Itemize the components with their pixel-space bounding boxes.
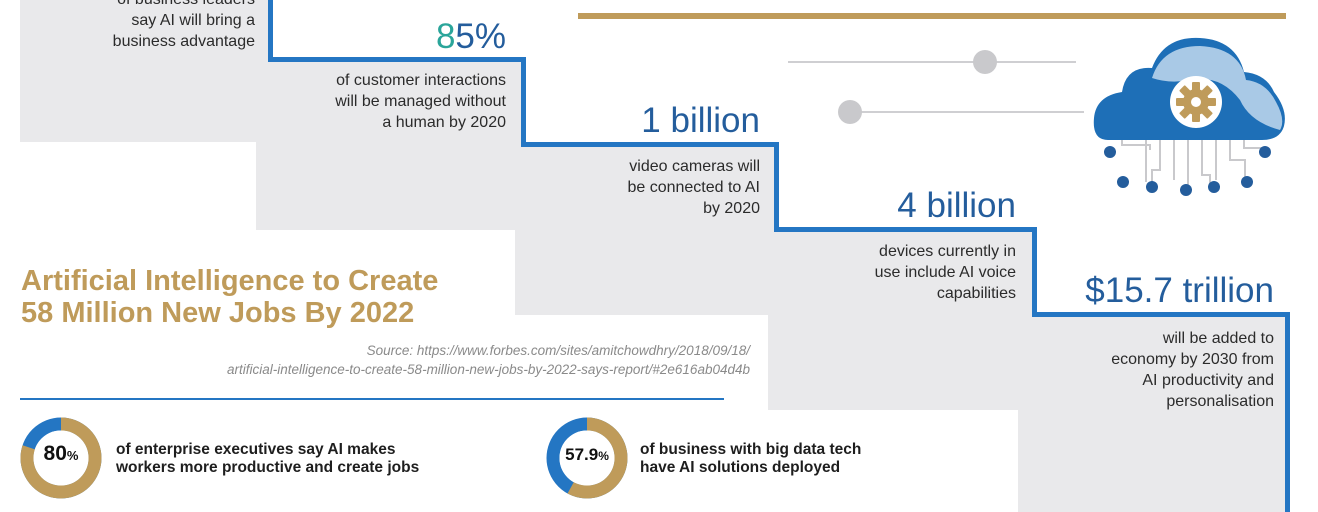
stat4-value: 4 billion xyxy=(897,186,1016,225)
donut-57-9 xyxy=(546,417,628,499)
step-line xyxy=(268,57,526,62)
panel-4 xyxy=(768,230,1034,410)
panel-5 xyxy=(1018,315,1290,512)
stat3-text: video cameras will be connected to AI by… xyxy=(627,158,760,217)
step-line xyxy=(1285,312,1290,512)
stat2-value: 85% xyxy=(435,17,506,56)
step-line xyxy=(521,142,779,147)
donut-value: 80% xyxy=(43,442,79,465)
divider xyxy=(20,398,724,400)
stat5-text: will be added to economy by 2030 from AI… xyxy=(1111,330,1274,410)
stat1-text: of business leaders say AI will bring a … xyxy=(112,0,255,50)
slider-track-decor xyxy=(848,111,1084,113)
step-line xyxy=(774,227,1037,232)
donut-value: 57.9% xyxy=(565,445,609,464)
donut-label: of enterprise executives say AI makes wo… xyxy=(116,441,420,476)
stat2-text: of customer interactions will be managed… xyxy=(335,72,506,131)
panel-3 xyxy=(515,145,777,315)
gold-rule xyxy=(578,13,1286,19)
donut-fill xyxy=(20,417,102,499)
cloud-gear-icon xyxy=(1093,37,1285,196)
slider-knob-decor xyxy=(973,50,997,74)
slider-knob-decor xyxy=(838,100,862,124)
source-citation: Source: https://www.forbes.com/sites/ami… xyxy=(226,343,750,377)
step-line xyxy=(1032,312,1290,317)
donut-80 xyxy=(20,417,102,499)
donut-fill xyxy=(546,417,628,499)
donut-hole xyxy=(33,430,89,486)
step-line xyxy=(268,0,273,62)
donut-hole xyxy=(559,430,615,486)
panel-2 xyxy=(256,60,522,230)
step-line xyxy=(774,142,779,232)
stat3-value: 1 billion xyxy=(641,101,760,140)
step-line xyxy=(1032,227,1037,317)
stat5-value: $15.7 trillion xyxy=(1085,271,1274,310)
panel-1 xyxy=(20,0,272,142)
stat4-text: devices currently in use include AI voic… xyxy=(874,243,1016,302)
headline: Artificial Intelligence to Create 58 Mil… xyxy=(21,265,439,329)
step-line xyxy=(521,57,526,147)
donut-label: of business with big data tech have AI s… xyxy=(640,441,862,476)
slider-track-decor xyxy=(788,61,1076,63)
